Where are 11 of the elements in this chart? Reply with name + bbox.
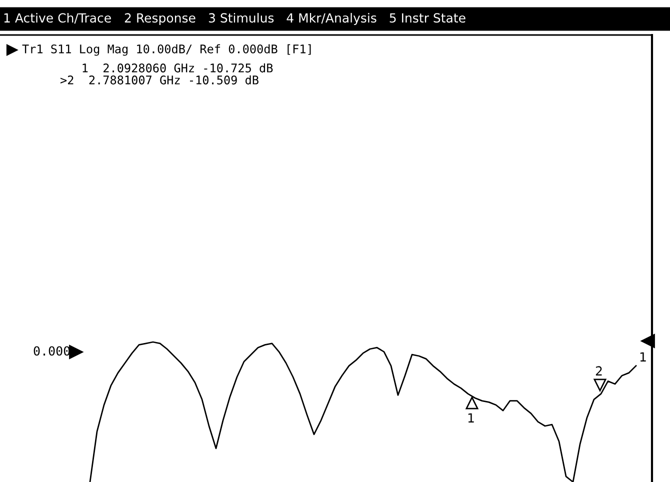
text: 2 Response xyxy=(124,13,196,26)
text: 5 Instr State xyxy=(390,13,466,23)
annotation: 1 xyxy=(468,413,474,422)
chart-title: Tr1 S11 Log Mag 10.00dB/ Ref 0.000dB [F1] xyxy=(22,44,311,56)
text: >2 2.7881007 GHz -10.509 dB xyxy=(60,75,258,84)
text: 1 xyxy=(640,352,646,362)
annotation: 2 xyxy=(596,366,602,376)
text: 4 Mkr/Analysis xyxy=(286,12,376,26)
text: 1 2.0928060 GHz -10.725 dB xyxy=(82,63,273,72)
text: 3 Stimulus xyxy=(208,12,274,23)
text: 1 Active Ch/Trace xyxy=(4,12,111,24)
